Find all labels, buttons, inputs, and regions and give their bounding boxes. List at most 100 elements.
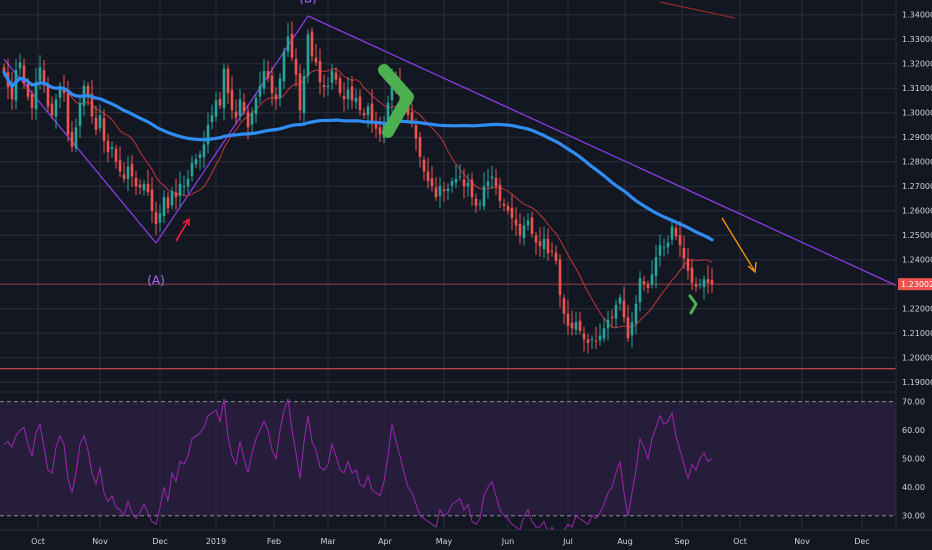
candle[interactable] <box>218 91 222 110</box>
candle[interactable] <box>350 75 354 110</box>
candle[interactable] <box>282 47 286 89</box>
candle[interactable] <box>582 326 586 352</box>
candle[interactable] <box>54 93 58 129</box>
candle[interactable] <box>666 235 670 255</box>
candle[interactable] <box>106 133 110 163</box>
candle[interactable] <box>74 118 78 153</box>
candle[interactable] <box>710 267 714 294</box>
candle[interactable] <box>354 89 358 110</box>
candle[interactable] <box>662 238 666 257</box>
candle[interactable] <box>410 103 414 128</box>
candle[interactable] <box>166 191 170 214</box>
candles[interactable] <box>2 21 714 354</box>
candle[interactable] <box>506 202 510 215</box>
candle[interactable] <box>226 64 230 104</box>
candle[interactable] <box>702 275 706 300</box>
green-chevron-icon[interactable] <box>378 64 414 138</box>
candle[interactable] <box>554 245 558 265</box>
candle[interactable] <box>130 154 134 187</box>
candle[interactable] <box>266 60 270 83</box>
candle[interactable] <box>446 183 450 200</box>
candle[interactable] <box>290 21 294 62</box>
candle[interactable] <box>114 144 118 169</box>
candle[interactable] <box>454 164 458 189</box>
candle[interactable] <box>570 310 574 336</box>
candle[interactable] <box>322 74 326 98</box>
candle[interactable] <box>214 91 218 123</box>
ma-long-line[interactable] <box>2 70 714 242</box>
candle[interactable] <box>254 94 258 123</box>
candle[interactable] <box>174 178 178 210</box>
candle[interactable] <box>98 104 102 133</box>
candle[interactable] <box>158 204 162 232</box>
candle[interactable] <box>630 311 634 348</box>
annotations[interactable]: (A) (B) <box>147 0 757 315</box>
candle[interactable] <box>34 68 38 120</box>
candle[interactable] <box>338 74 342 97</box>
small-green-chevron-icon[interactable] <box>688 294 698 315</box>
candle[interactable] <box>366 102 370 128</box>
candle[interactable] <box>122 162 126 183</box>
candle[interactable] <box>142 180 146 196</box>
candle[interactable] <box>242 93 246 116</box>
candle[interactable] <box>598 323 602 346</box>
candle[interactable] <box>654 245 658 289</box>
candle[interactable] <box>326 76 330 96</box>
candle[interactable] <box>626 305 630 342</box>
candle[interactable] <box>58 82 62 109</box>
candle[interactable] <box>530 212 534 238</box>
candle[interactable] <box>534 231 538 255</box>
candle[interactable] <box>42 59 46 93</box>
candle[interactable] <box>442 182 446 202</box>
candle[interactable] <box>182 175 186 196</box>
candle[interactable] <box>562 294 566 325</box>
candle[interactable] <box>650 260 654 289</box>
red-arrow-icon[interactable] <box>175 220 189 242</box>
candle[interactable] <box>206 112 210 154</box>
candle[interactable] <box>558 254 562 308</box>
candle[interactable] <box>698 278 702 289</box>
candle[interactable] <box>374 111 378 138</box>
candle[interactable] <box>566 299 570 335</box>
candle[interactable] <box>678 220 682 258</box>
candle[interactable] <box>30 90 34 121</box>
candle[interactable] <box>90 79 94 124</box>
candle[interactable] <box>342 82 346 112</box>
trendlines[interactable] <box>3 1 897 286</box>
candle[interactable] <box>82 80 86 117</box>
candle[interactable] <box>298 64 302 121</box>
candle[interactable] <box>86 82 90 106</box>
candle[interactable] <box>198 150 202 171</box>
candle[interactable] <box>330 63 334 90</box>
candle[interactable] <box>510 193 514 231</box>
price-axis-background[interactable] <box>896 0 932 550</box>
candle[interactable] <box>450 177 454 193</box>
candle[interactable] <box>78 95 82 139</box>
candle[interactable] <box>706 265 710 294</box>
candle[interactable] <box>154 201 158 235</box>
candle[interactable] <box>634 294 638 335</box>
candle[interactable] <box>46 76 50 112</box>
descending-trendline[interactable] <box>307 15 897 286</box>
candle[interactable] <box>250 107 254 135</box>
candle[interactable] <box>610 309 614 328</box>
candle[interactable] <box>574 311 578 336</box>
candle[interactable] <box>542 226 546 258</box>
candle[interactable] <box>686 247 690 280</box>
candle[interactable] <box>694 277 698 293</box>
candle[interactable] <box>50 96 54 119</box>
candle[interactable] <box>286 22 290 57</box>
candle[interactable] <box>362 107 366 119</box>
candle[interactable] <box>346 77 350 110</box>
candle[interactable] <box>434 177 438 201</box>
candle[interactable] <box>670 221 674 245</box>
candle[interactable] <box>458 164 462 182</box>
candle[interactable] <box>646 280 650 294</box>
candle[interactable] <box>578 311 582 335</box>
candle[interactable] <box>230 76 234 120</box>
candle[interactable] <box>238 88 242 122</box>
candle[interactable] <box>538 227 542 257</box>
orange-arrow-icon[interactable] <box>721 217 755 271</box>
candle[interactable] <box>110 141 114 158</box>
